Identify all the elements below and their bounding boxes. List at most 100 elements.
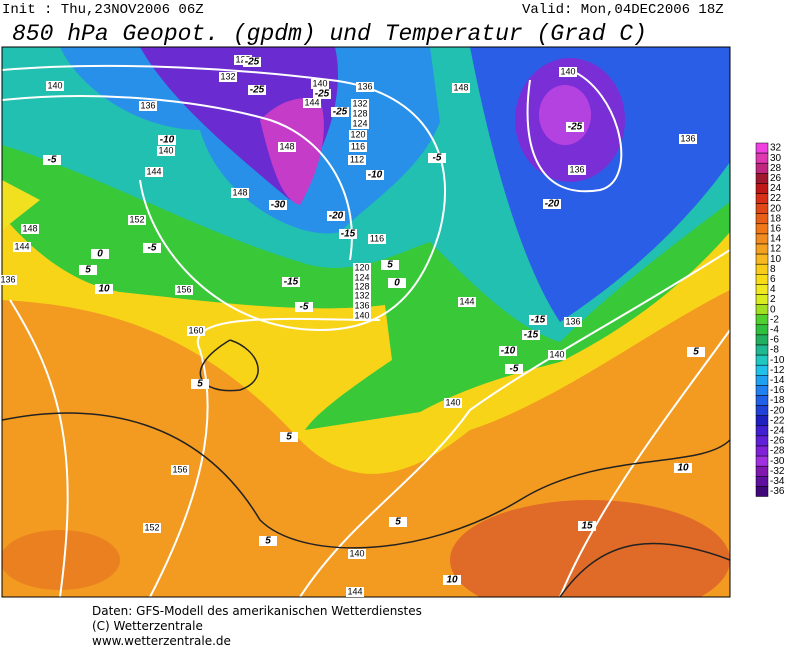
contour-label-box: [346, 587, 364, 597]
isotherm-label: -25: [250, 85, 265, 96]
legend-label: 10: [770, 254, 782, 265]
legend-label: -2: [770, 314, 779, 325]
footer-source: Daten: GFS-Modell des amerikanischen Wet…: [92, 604, 422, 618]
legend-swatch: [755, 243, 769, 255]
contour-label: 144: [146, 166, 161, 176]
isotherm-label-box: [381, 260, 399, 270]
isotherm-label: -5: [48, 155, 57, 166]
legend-label: 24: [770, 183, 782, 194]
contour-label-box: [139, 101, 157, 111]
legend-label: 0: [770, 304, 776, 315]
contour-label-box: [13, 242, 31, 252]
contour-label-box: [128, 215, 146, 225]
contour-label-box: [351, 99, 369, 109]
isotherm-label-box: [191, 379, 209, 389]
legend-label: 30: [770, 153, 782, 164]
legend-label: -22: [770, 415, 785, 426]
isotherm-label: 5: [395, 517, 401, 528]
contour-label-box: [368, 234, 386, 244]
legend-swatch: [755, 162, 769, 174]
legend-swatch: [755, 385, 769, 396]
contour-label-box: [452, 83, 470, 93]
contour-label: 140: [349, 548, 364, 558]
legend-swatch: [755, 395, 769, 406]
contour-label: 156: [176, 284, 191, 294]
legend-label: 18: [770, 213, 782, 224]
isotherm-label-box: [331, 107, 349, 117]
legend-swatch: [755, 183, 769, 194]
contour-label-box: [143, 523, 161, 533]
contour-label: 120: [354, 262, 369, 272]
contour-label-box: [187, 326, 205, 336]
contour-label: 136: [0, 274, 15, 284]
isotherm-label: -15: [524, 330, 539, 341]
legend-label: -8: [770, 345, 779, 356]
contour-label: 136: [354, 300, 369, 310]
legend-swatch: [755, 233, 769, 245]
legend-label: 8: [770, 264, 776, 275]
isotherm-label: -20: [329, 211, 344, 222]
isotherm-label-box: [327, 211, 345, 221]
isotherm-label-box: [505, 364, 523, 374]
contour-label-box: [21, 224, 39, 234]
isotherm-label-box: [158, 135, 176, 145]
contour-label: 148: [453, 82, 468, 92]
legend-swatch: [755, 284, 769, 295]
legend-swatch: [755, 435, 769, 447]
isotherm-label: -5: [148, 243, 157, 254]
contour-label: 132: [220, 71, 235, 81]
contour-label: 112: [350, 154, 364, 164]
contour-label: 136: [680, 133, 695, 143]
legend-swatch: [755, 152, 769, 164]
legend-swatch: [755, 455, 769, 467]
legend-swatch: [755, 354, 769, 366]
contour-label: 140: [47, 80, 62, 90]
contour-label-box: [348, 155, 366, 165]
legend-swatch: [755, 476, 769, 487]
legend-swatch: [755, 465, 769, 477]
contour-label-box: [564, 317, 582, 327]
isotherm-label: -15: [531, 315, 546, 326]
legend-label: -4: [770, 324, 779, 335]
contour-label-box: [559, 67, 577, 77]
contour-label-box: [548, 350, 566, 360]
legend-label: -32: [770, 466, 785, 477]
contour-label-box: [353, 301, 371, 311]
legend-swatch: [755, 193, 769, 204]
isotherm-label: -10: [160, 135, 175, 146]
contour-label: 124: [354, 272, 369, 282]
contour-label-box: [679, 134, 697, 144]
legend-swatch: [755, 304, 769, 315]
legend-label: -26: [770, 436, 785, 447]
legend-label: -12: [770, 365, 785, 376]
contour-label: 144: [459, 296, 474, 306]
contour-label-box: [458, 297, 476, 307]
isotherm-label: -5: [300, 302, 309, 313]
isotherm-label: -5: [510, 364, 519, 375]
isotherm-label-box: [295, 302, 313, 312]
contour-label-box: [303, 98, 321, 108]
isotherm-label: 10: [446, 575, 458, 586]
contour-label-box: [157, 146, 175, 156]
isotherm-label: 15: [581, 521, 593, 532]
legend-label: 32: [770, 143, 782, 154]
contour-label-box: [353, 311, 371, 321]
isotherm-label-box: [339, 229, 357, 239]
contour-label-box: [353, 291, 371, 301]
isotherm-label-box: [428, 153, 446, 163]
legend-label: 22: [770, 193, 782, 204]
isotherm-label: 5: [85, 265, 91, 276]
isotherm-label: 0: [394, 278, 400, 289]
contour-label: 116: [351, 141, 365, 151]
legend-swatch: [755, 253, 769, 265]
isotherm-label-box: [43, 155, 61, 165]
contour-label-box: [278, 142, 296, 152]
isotherm-label-box: [143, 243, 161, 253]
contour-label-box: [311, 79, 329, 89]
contour-label-box: [353, 282, 371, 292]
legend-swatch: [755, 375, 769, 386]
legend-label: -18: [770, 395, 785, 406]
contour-label: 152: [129, 214, 144, 224]
contour-label: 148: [279, 141, 294, 151]
